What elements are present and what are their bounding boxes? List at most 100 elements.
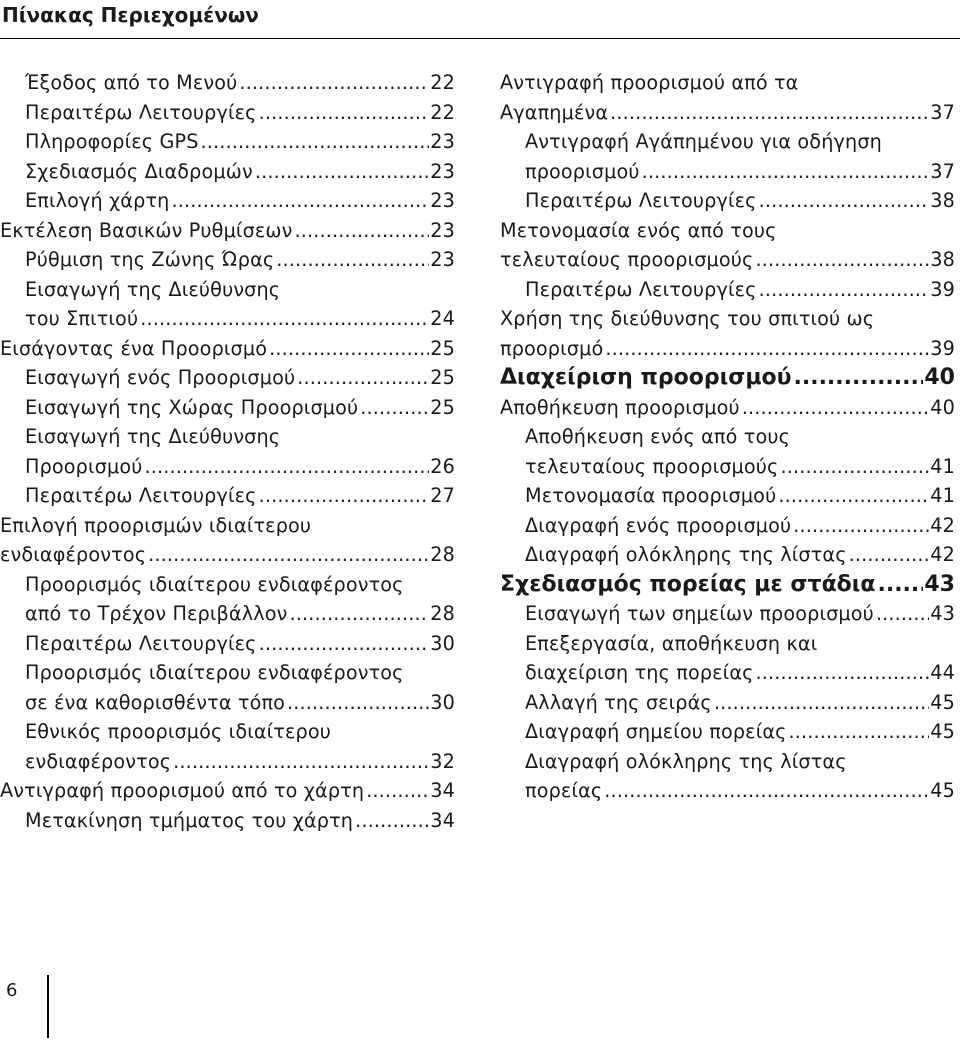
toc-entry[interactable]: Εθνικός προορισμός ιδιαίτερου ενδιαφέροντ… [0, 717, 455, 776]
toc-entry[interactable]: Αντιγραφή προορισμού από το χάρτη 34 [0, 776, 455, 806]
toc-page-number: 34 [430, 808, 455, 832]
toc-entry-title: τελευταίους προορισμούς [500, 248, 754, 271]
dot-leader [239, 68, 429, 98]
toc-entry[interactable]: Εισαγωγή ενός Προορισμού 25 [0, 363, 455, 393]
dot-leader [780, 452, 929, 482]
toc-page-number: 39 [930, 336, 955, 360]
toc-page-number: 40 [924, 365, 955, 390]
dot-leader [742, 393, 930, 423]
toc-entry[interactable]: Διαγραφή ολόκληρης της λίστας πορείας 45 [500, 747, 955, 806]
toc-entry[interactable]: Αντιγραφή Αγάπημένου για οδήγηση προορισμ… [500, 127, 955, 186]
toc-entry[interactable]: Διαγραφή ολόκληρης της λίστας 42 [500, 540, 955, 570]
dot-leader [876, 599, 929, 629]
toc-entry[interactable]: Αποθήκευση ενός από τους τελευταίους προο… [500, 422, 955, 481]
toc-entry-title: Επιλογή χάρτη [25, 189, 170, 212]
toc-page-number: 39 [930, 277, 955, 301]
toc-entry[interactable]: Ρύθμιση της Ζώνης Ώρας 23 [0, 245, 455, 275]
toc-entry[interactable]: Πληροφορίες GPS 23 [0, 127, 455, 157]
dot-leader [259, 629, 430, 659]
toc-entry-title: Επεξεργασία, αποθήκευση και [525, 631, 818, 655]
toc-entry[interactable]: Περαιτέρω Λειτουργίες 27 [0, 481, 455, 511]
dot-leader [201, 127, 430, 157]
toc-entry[interactable]: Επεξεργασία, αποθήκευση και διαχείριση τη… [500, 629, 955, 688]
toc-entry-title: ενδιαφέροντος [0, 543, 147, 566]
dot-leader [269, 334, 429, 364]
toc-entry[interactable]: Περαιτέρω Λειτουργίες 22 [0, 98, 455, 128]
toc-entry[interactable]: Αλλαγή της σειράς 45 [500, 688, 955, 718]
toc-page-number: 25 [430, 336, 455, 360]
footer-divider [47, 975, 49, 1038]
toc-right-column: Αντιγραφή προορισμού από ταΑγαπημένα37Αν… [500, 68, 955, 806]
toc-entry[interactable]: Μετονομασία ενός από τους τελευταίους προ… [500, 216, 955, 275]
dot-leader [789, 717, 930, 747]
toc-page-number: 23 [430, 130, 455, 153]
toc-entry-title: Αποθήκευση προορισμού [500, 395, 740, 419]
toc-entry-title: Προορισμός ιδιαίτερου ενδιαφέροντος [25, 661, 404, 684]
dot-leader [173, 747, 429, 777]
toc-page-number: 22 [430, 71, 455, 94]
toc-page-number: 23 [430, 218, 455, 242]
toc-entry[interactable]: Αποθήκευση προορισμού 40 [500, 393, 955, 423]
toc-page-number: 30 [430, 631, 455, 655]
dot-leader [171, 186, 429, 216]
toc-entry-title: Μετονομασία ενός από τους [500, 218, 777, 242]
toc-page-number: 37 [930, 100, 955, 124]
toc-entry-title: του Σπιτιού [25, 307, 139, 330]
toc-section-heading[interactable]: Διαχείριση προορισμού 40 [500, 363, 955, 393]
toc-section-heading[interactable]: Σχεδιασμός πορείας με στάδια 43 [500, 570, 955, 600]
toc-entry[interactable]: Επιλογή προορισμών ιδιαίτερου ενδιαφέροντ… [0, 511, 455, 570]
toc-page-number: 30 [430, 690, 455, 714]
dot-leader [605, 334, 929, 364]
toc-entry[interactable]: Εισάγοντας ένα Προορισμό 25 [0, 334, 455, 364]
dot-leader [756, 658, 930, 688]
dot-leader [360, 393, 429, 423]
toc-entry[interactable]: Εισαγωγή της Διεύθυνσης του Σπιτιού 24 [0, 275, 455, 334]
toc-entry[interactable]: Επιλογή χάρτη 23 [0, 186, 455, 216]
dot-leader [604, 776, 929, 806]
toc-page-number: 25 [430, 395, 455, 419]
toc-entry-title: Σχεδιασμός πορείας με στάδια [500, 571, 876, 597]
toc-entry[interactable]: Προορισμός ιδιαίτερου ενδιαφέροντος σε έν… [0, 658, 455, 717]
toc-entry[interactable]: Εισαγωγή της Χώρας Προορισμού 25 [0, 393, 455, 423]
dot-leader [794, 363, 924, 393]
dot-leader [140, 304, 429, 334]
toc-page-number: 25 [430, 366, 455, 389]
toc-entry-title: Εισάγοντας ένα Προορισμό [0, 336, 268, 360]
toc-page-number: 44 [930, 661, 955, 684]
toc-entry[interactable]: Μετονομασία προορισμού 41 [500, 481, 955, 511]
toc-entry-title: Μετακίνηση τμήματος του χάρτη [25, 808, 354, 832]
toc-entry[interactable]: Διαγραφή σημείου πορείας 45 [500, 717, 955, 747]
toc-entry-title: Εισαγωγή της Διεύθυνσης [25, 425, 281, 448]
toc-entry[interactable]: Περαιτέρω Λειτουργίες 30 [0, 629, 455, 659]
toc-entry[interactable]: Περαιτέρω Λειτουργίες 39 [500, 275, 955, 305]
dot-leader [759, 186, 930, 216]
toc-entry[interactable]: Προορισμός ιδιαίτερου ενδιαφέροντος από τ… [0, 570, 455, 629]
toc-page-number: 43 [924, 571, 955, 597]
toc-entry[interactable]: Εισαγωγή των σημείων προορισμού 43 [500, 599, 955, 629]
toc-entry[interactable]: Περαιτέρω Λειτουργίες 38 [500, 186, 955, 216]
toc-entry-title: πορείας [525, 779, 603, 802]
toc-entry-title: Περαιτέρω Λειτουργίες [525, 189, 757, 212]
dot-leader [714, 688, 929, 718]
dot-leader [287, 688, 429, 718]
toc-entry-title: προορισμού [525, 159, 640, 183]
toc-entry[interactable]: Μετακίνηση τμήματος του χάρτη 34 [0, 806, 455, 836]
toc-entry-title: σε ένα καθορισθέντα τόπο [25, 690, 286, 714]
toc-entry-title: Σχεδιασμός Διαδρομών [25, 159, 253, 183]
toc-entry[interactable]: Διαγραφή ενός προορισμού 42 [500, 511, 955, 541]
toc-entry-title: Περαιτέρω Λειτουργίες [525, 277, 757, 301]
toc-page-number: 42 [930, 543, 955, 566]
toc-entry-title: Αντιγραφή προορισμού από το χάρτη [0, 779, 365, 802]
toc-entry[interactable]: Σχεδιασμός Διαδρομών 23 [0, 157, 455, 187]
toc-entry-title: Εισαγωγή της Χώρας Προορισμού [25, 395, 359, 419]
toc-entry[interactable]: Χρήση της διεύθυνσης του σπιτιού ως προορ… [500, 304, 955, 363]
toc-page-number: 45 [930, 690, 955, 714]
toc-entry[interactable]: Εισαγωγή της Διεύθυνσης Προορισμού 26 [0, 422, 455, 481]
toc-entry-title: Πληροφορίες GPS [25, 130, 199, 153]
toc-entry-title: Διαγραφή σημείου πορείας [525, 720, 787, 743]
toc-entry[interactable]: Αντιγραφή προορισμού από τα Αγαπημένα 37 [500, 68, 955, 127]
toc-entry-title: προορισμό [500, 336, 604, 360]
toc-entry[interactable]: Εκτέλεση Βασικών Ρυθμίσεων 23 [0, 216, 455, 246]
toc-page-number: 40 [930, 395, 955, 419]
toc-entry[interactable]: Έξοδος από το Μενού 22 [0, 68, 455, 98]
